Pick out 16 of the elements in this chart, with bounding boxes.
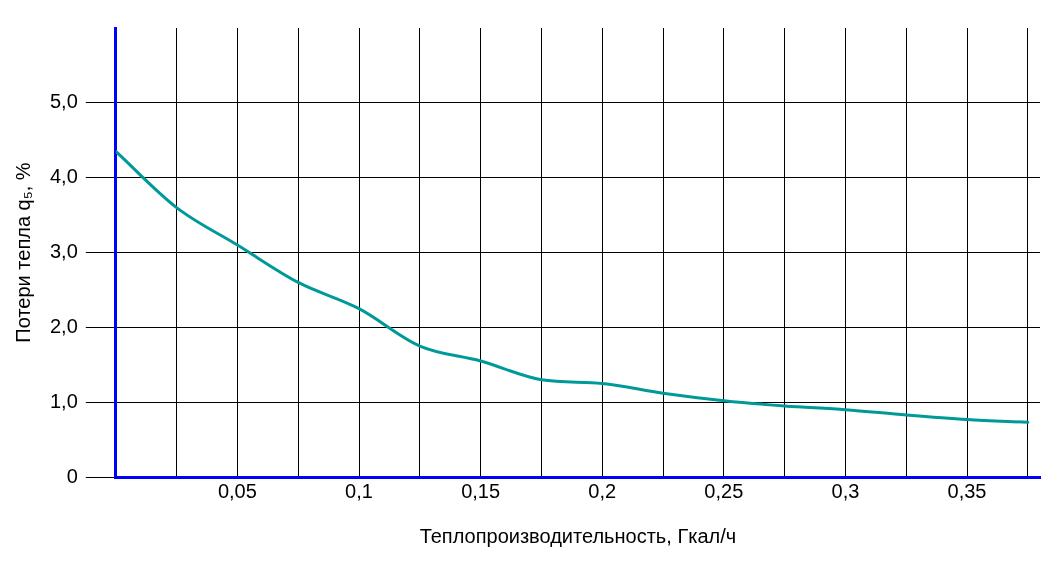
x-tick-label: 0,05 xyxy=(217,479,257,502)
line-series xyxy=(115,149,1030,424)
y-tick-label: 2,0 xyxy=(49,314,78,337)
x-tick-label: 0,2 xyxy=(588,479,617,502)
y-tick-label: 5,0 xyxy=(49,90,78,113)
y-tick-label: 0 xyxy=(66,464,78,487)
x-tick-label: 0,3 xyxy=(831,479,860,502)
x-tick-label: 0,15 xyxy=(461,479,501,502)
x-axis-title: Теплопроизводительность, Гкал/ч xyxy=(419,524,737,547)
y-tick-label: 4,0 xyxy=(49,165,78,188)
x-tick-label: 0,25 xyxy=(704,479,744,502)
x-tick-label: 0,35 xyxy=(947,479,987,502)
y-axis-title: Потери тепла q₅, % xyxy=(11,162,34,343)
x-tick-label: 0,1 xyxy=(345,479,373,502)
y-tick-label: 1,0 xyxy=(49,389,78,412)
y-tick-label: 3,0 xyxy=(49,240,78,263)
